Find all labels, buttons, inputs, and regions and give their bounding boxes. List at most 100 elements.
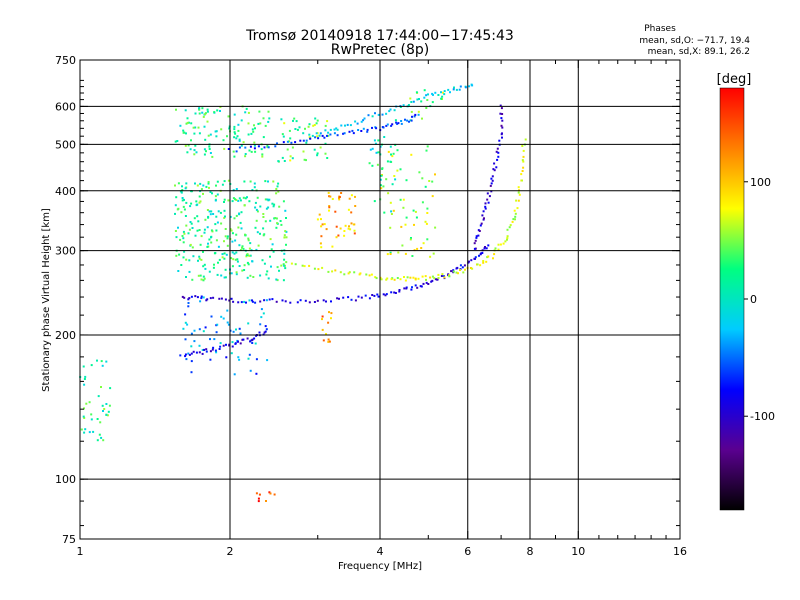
echo-point bbox=[277, 160, 280, 163]
echo-point bbox=[350, 211, 353, 214]
echo-point bbox=[282, 141, 285, 144]
echo-point bbox=[242, 338, 245, 341]
echo-point bbox=[302, 139, 305, 142]
echo-point bbox=[192, 255, 195, 258]
echo-point bbox=[103, 408, 106, 410]
echo-point bbox=[497, 248, 500, 251]
echo-point bbox=[382, 293, 385, 296]
echo-point bbox=[253, 147, 256, 150]
echo-point bbox=[214, 130, 217, 133]
echo-point bbox=[280, 264, 283, 267]
echo-point bbox=[458, 88, 461, 91]
echo-point bbox=[280, 118, 283, 121]
echo-point bbox=[90, 364, 93, 367]
echo-point bbox=[380, 278, 383, 281]
echo-point bbox=[237, 356, 240, 359]
echo-point bbox=[174, 212, 176, 215]
echo-point bbox=[377, 113, 380, 116]
echo-point bbox=[226, 135, 228, 138]
echo-point bbox=[325, 228, 328, 231]
echo-point bbox=[182, 256, 185, 259]
echo-point bbox=[402, 206, 405, 209]
echo-point bbox=[320, 225, 323, 228]
echo-point bbox=[102, 439, 105, 442]
echo-point bbox=[194, 234, 197, 237]
echo-point bbox=[343, 230, 346, 232]
echo-point bbox=[266, 144, 269, 147]
echo-point bbox=[219, 211, 222, 214]
echo-point bbox=[240, 119, 243, 122]
echo-point bbox=[262, 136, 265, 139]
echo-point bbox=[223, 257, 226, 260]
echo-point bbox=[232, 258, 235, 261]
echo-point bbox=[249, 274, 252, 277]
echo-point bbox=[106, 414, 109, 417]
echo-point bbox=[180, 264, 183, 266]
echo-point bbox=[497, 243, 500, 246]
colorbar-gradient bbox=[719, 87, 745, 511]
echo-point bbox=[353, 232, 356, 235]
echo-point bbox=[261, 155, 264, 158]
echo-point bbox=[432, 93, 434, 96]
echo-point bbox=[268, 491, 271, 494]
echo-point bbox=[192, 350, 195, 353]
echo-point bbox=[340, 124, 343, 127]
echo-point bbox=[184, 187, 187, 190]
echo-point bbox=[401, 244, 404, 247]
echo-point bbox=[414, 284, 417, 287]
echo-point bbox=[441, 95, 444, 98]
echo-point bbox=[202, 296, 205, 299]
echo-point bbox=[316, 119, 319, 122]
echo-point bbox=[84, 375, 87, 378]
echo-point bbox=[490, 182, 493, 185]
echo-point bbox=[190, 222, 193, 225]
echo-point bbox=[335, 236, 338, 239]
echo-point bbox=[198, 112, 201, 115]
echo-point bbox=[338, 198, 341, 201]
echo-point bbox=[208, 145, 211, 148]
echo-point bbox=[246, 253, 249, 256]
echo-point bbox=[179, 238, 182, 241]
echo-point bbox=[244, 197, 247, 200]
echo-point bbox=[392, 209, 395, 212]
echo-point bbox=[389, 108, 392, 111]
echo-point bbox=[90, 418, 93, 421]
echo-point bbox=[374, 142, 377, 145]
echo-point bbox=[278, 269, 280, 272]
echo-point bbox=[99, 421, 102, 424]
echo-point bbox=[283, 236, 286, 239]
echo-point bbox=[362, 127, 365, 130]
echo-point bbox=[302, 150, 305, 153]
echo-point bbox=[482, 210, 485, 213]
echo-point bbox=[208, 238, 211, 241]
echo-point bbox=[255, 248, 258, 251]
echo-point bbox=[343, 132, 346, 135]
echo-point bbox=[270, 265, 272, 268]
echo-point bbox=[220, 128, 223, 131]
echo-point bbox=[379, 184, 382, 187]
echo-point bbox=[500, 107, 503, 110]
echo-point bbox=[468, 85, 471, 88]
echo-point bbox=[196, 203, 199, 206]
echo-point bbox=[314, 136, 317, 139]
echo-point bbox=[521, 159, 524, 162]
echo-point bbox=[437, 273, 440, 276]
echo-point bbox=[360, 296, 363, 299]
echo-point bbox=[248, 200, 251, 203]
echo-point bbox=[387, 150, 390, 153]
echo-point bbox=[521, 145, 524, 147]
echo-point bbox=[275, 192, 278, 195]
echo-point bbox=[194, 144, 197, 147]
echo-point bbox=[512, 218, 515, 221]
echo-point bbox=[496, 158, 499, 161]
echo-point bbox=[231, 345, 234, 348]
echo-point bbox=[471, 84, 474, 87]
echo-point bbox=[440, 97, 443, 100]
echo-point bbox=[268, 198, 271, 201]
echo-point bbox=[253, 141, 256, 144]
echo-point bbox=[265, 500, 267, 502]
echo-point bbox=[283, 122, 286, 125]
echo-point bbox=[254, 201, 257, 204]
echo-point bbox=[400, 225, 403, 228]
echo-point bbox=[206, 110, 209, 113]
